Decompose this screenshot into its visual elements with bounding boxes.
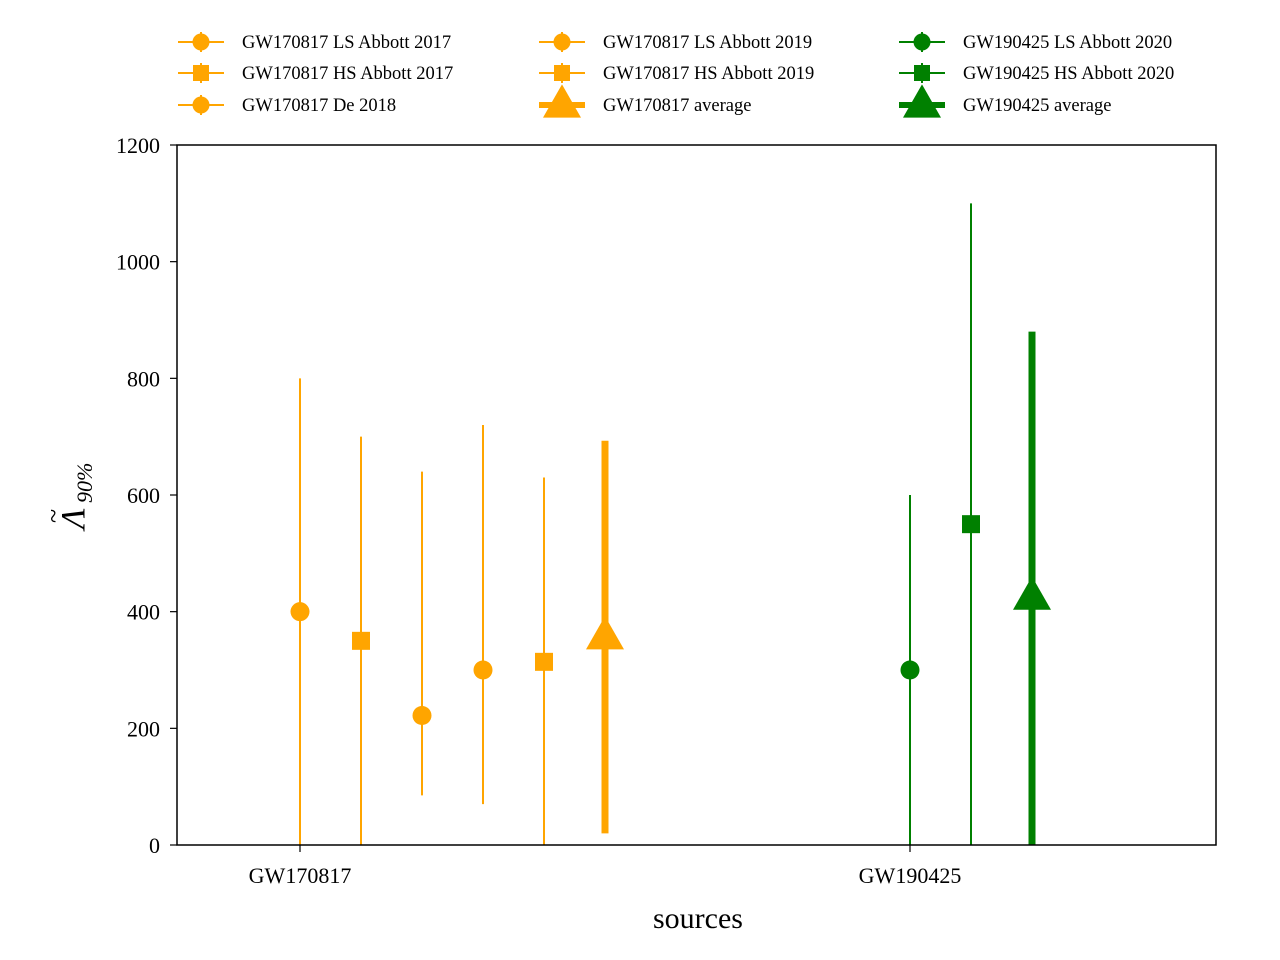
x-tick-label: GW170817	[249, 863, 352, 888]
legend-entry: GW170817 De 2018	[178, 95, 396, 116]
x-tick-label: GW190425	[859, 863, 962, 888]
data-point-circle	[900, 660, 920, 680]
legend-marker-triangle	[543, 84, 581, 118]
y-axis-label-symbol: Λ	[55, 508, 92, 532]
data-point-triangle	[1013, 576, 1051, 610]
x-axis-label: sources	[653, 902, 743, 935]
legend-entry: GW190425 HS Abbott 2020	[899, 63, 1174, 84]
plot-frame	[176, 144, 1217, 846]
series-point	[586, 440, 624, 834]
legend-label: GW170817 HS Abbott 2019	[603, 64, 814, 84]
y-axis: 0 200 400 600 800 1000 1200	[116, 133, 177, 858]
y-tick-label: 800	[127, 366, 160, 391]
y-tick-label: 0	[149, 833, 160, 858]
data-point-square	[962, 515, 980, 534]
plot-marks	[290, 203, 1051, 845]
y-tick-label: 400	[127, 600, 160, 625]
legend-marker-square	[914, 65, 930, 81]
data-point-circle	[473, 660, 493, 680]
y-tick-label: 1200	[116, 133, 160, 158]
data-point-circle	[290, 602, 310, 622]
series-point	[900, 495, 920, 845]
y-axis-label-tilde: ~	[39, 509, 68, 523]
data-point-circle	[412, 706, 432, 725]
legend-label: GW170817 HS Abbott 2017	[242, 64, 453, 84]
series-point	[412, 471, 432, 796]
legend-marker-square	[554, 65, 570, 81]
legend-entry: GW170817 HS Abbott 2017	[178, 63, 453, 84]
series-point	[962, 203, 980, 845]
legend-label: GW170817 average	[603, 96, 751, 116]
series-point	[535, 477, 553, 845]
legend-entry: GW190425 LS Abbott 2020	[899, 32, 1172, 53]
y-axis-label: Λ ~ 90%	[39, 463, 97, 532]
series-point	[352, 436, 370, 845]
y-tick-label: 200	[127, 716, 160, 741]
legend-label: GW170817 LS Abbott 2019	[603, 33, 812, 53]
data-point-square	[352, 631, 370, 650]
legend-entry: GW170817 LS Abbott 2019	[539, 32, 812, 53]
legend-entry: GW170817 average	[539, 84, 751, 118]
legend-label: GW190425 HS Abbott 2020	[963, 64, 1174, 84]
legend-marker-circle	[913, 33, 931, 51]
data-point-square	[535, 652, 553, 671]
legend-marker-square	[193, 65, 209, 81]
series-point	[290, 378, 310, 845]
legend-marker-circle	[553, 33, 571, 51]
x-axis: GW170817 GW190425	[249, 845, 962, 888]
legend-label: GW170817 LS Abbott 2017	[242, 33, 451, 53]
legend-entry: GW170817 LS Abbott 2017	[178, 32, 451, 53]
series-point	[1013, 331, 1051, 845]
y-tick-label: 1000	[116, 250, 160, 275]
legend-label: GW170817 De 2018	[242, 96, 396, 116]
series-point	[473, 425, 493, 805]
legend-entry: GW170817 HS Abbott 2019	[539, 63, 814, 84]
legend-entry: GW190425 average	[899, 84, 1111, 118]
legend-marker-triangle	[903, 84, 941, 118]
y-axis-label-subscript: 90%	[72, 463, 97, 503]
legend-marker-circle	[192, 96, 210, 114]
y-tick-label: 600	[127, 483, 160, 508]
legend-label: GW190425 LS Abbott 2020	[963, 33, 1172, 53]
legend: GW170817 LS Abbott 2017 GW170817 HS Abbot…	[178, 32, 1174, 118]
legend-marker-circle	[192, 33, 210, 51]
legend-label: GW190425 average	[963, 96, 1111, 116]
data-point-triangle	[586, 616, 624, 650]
